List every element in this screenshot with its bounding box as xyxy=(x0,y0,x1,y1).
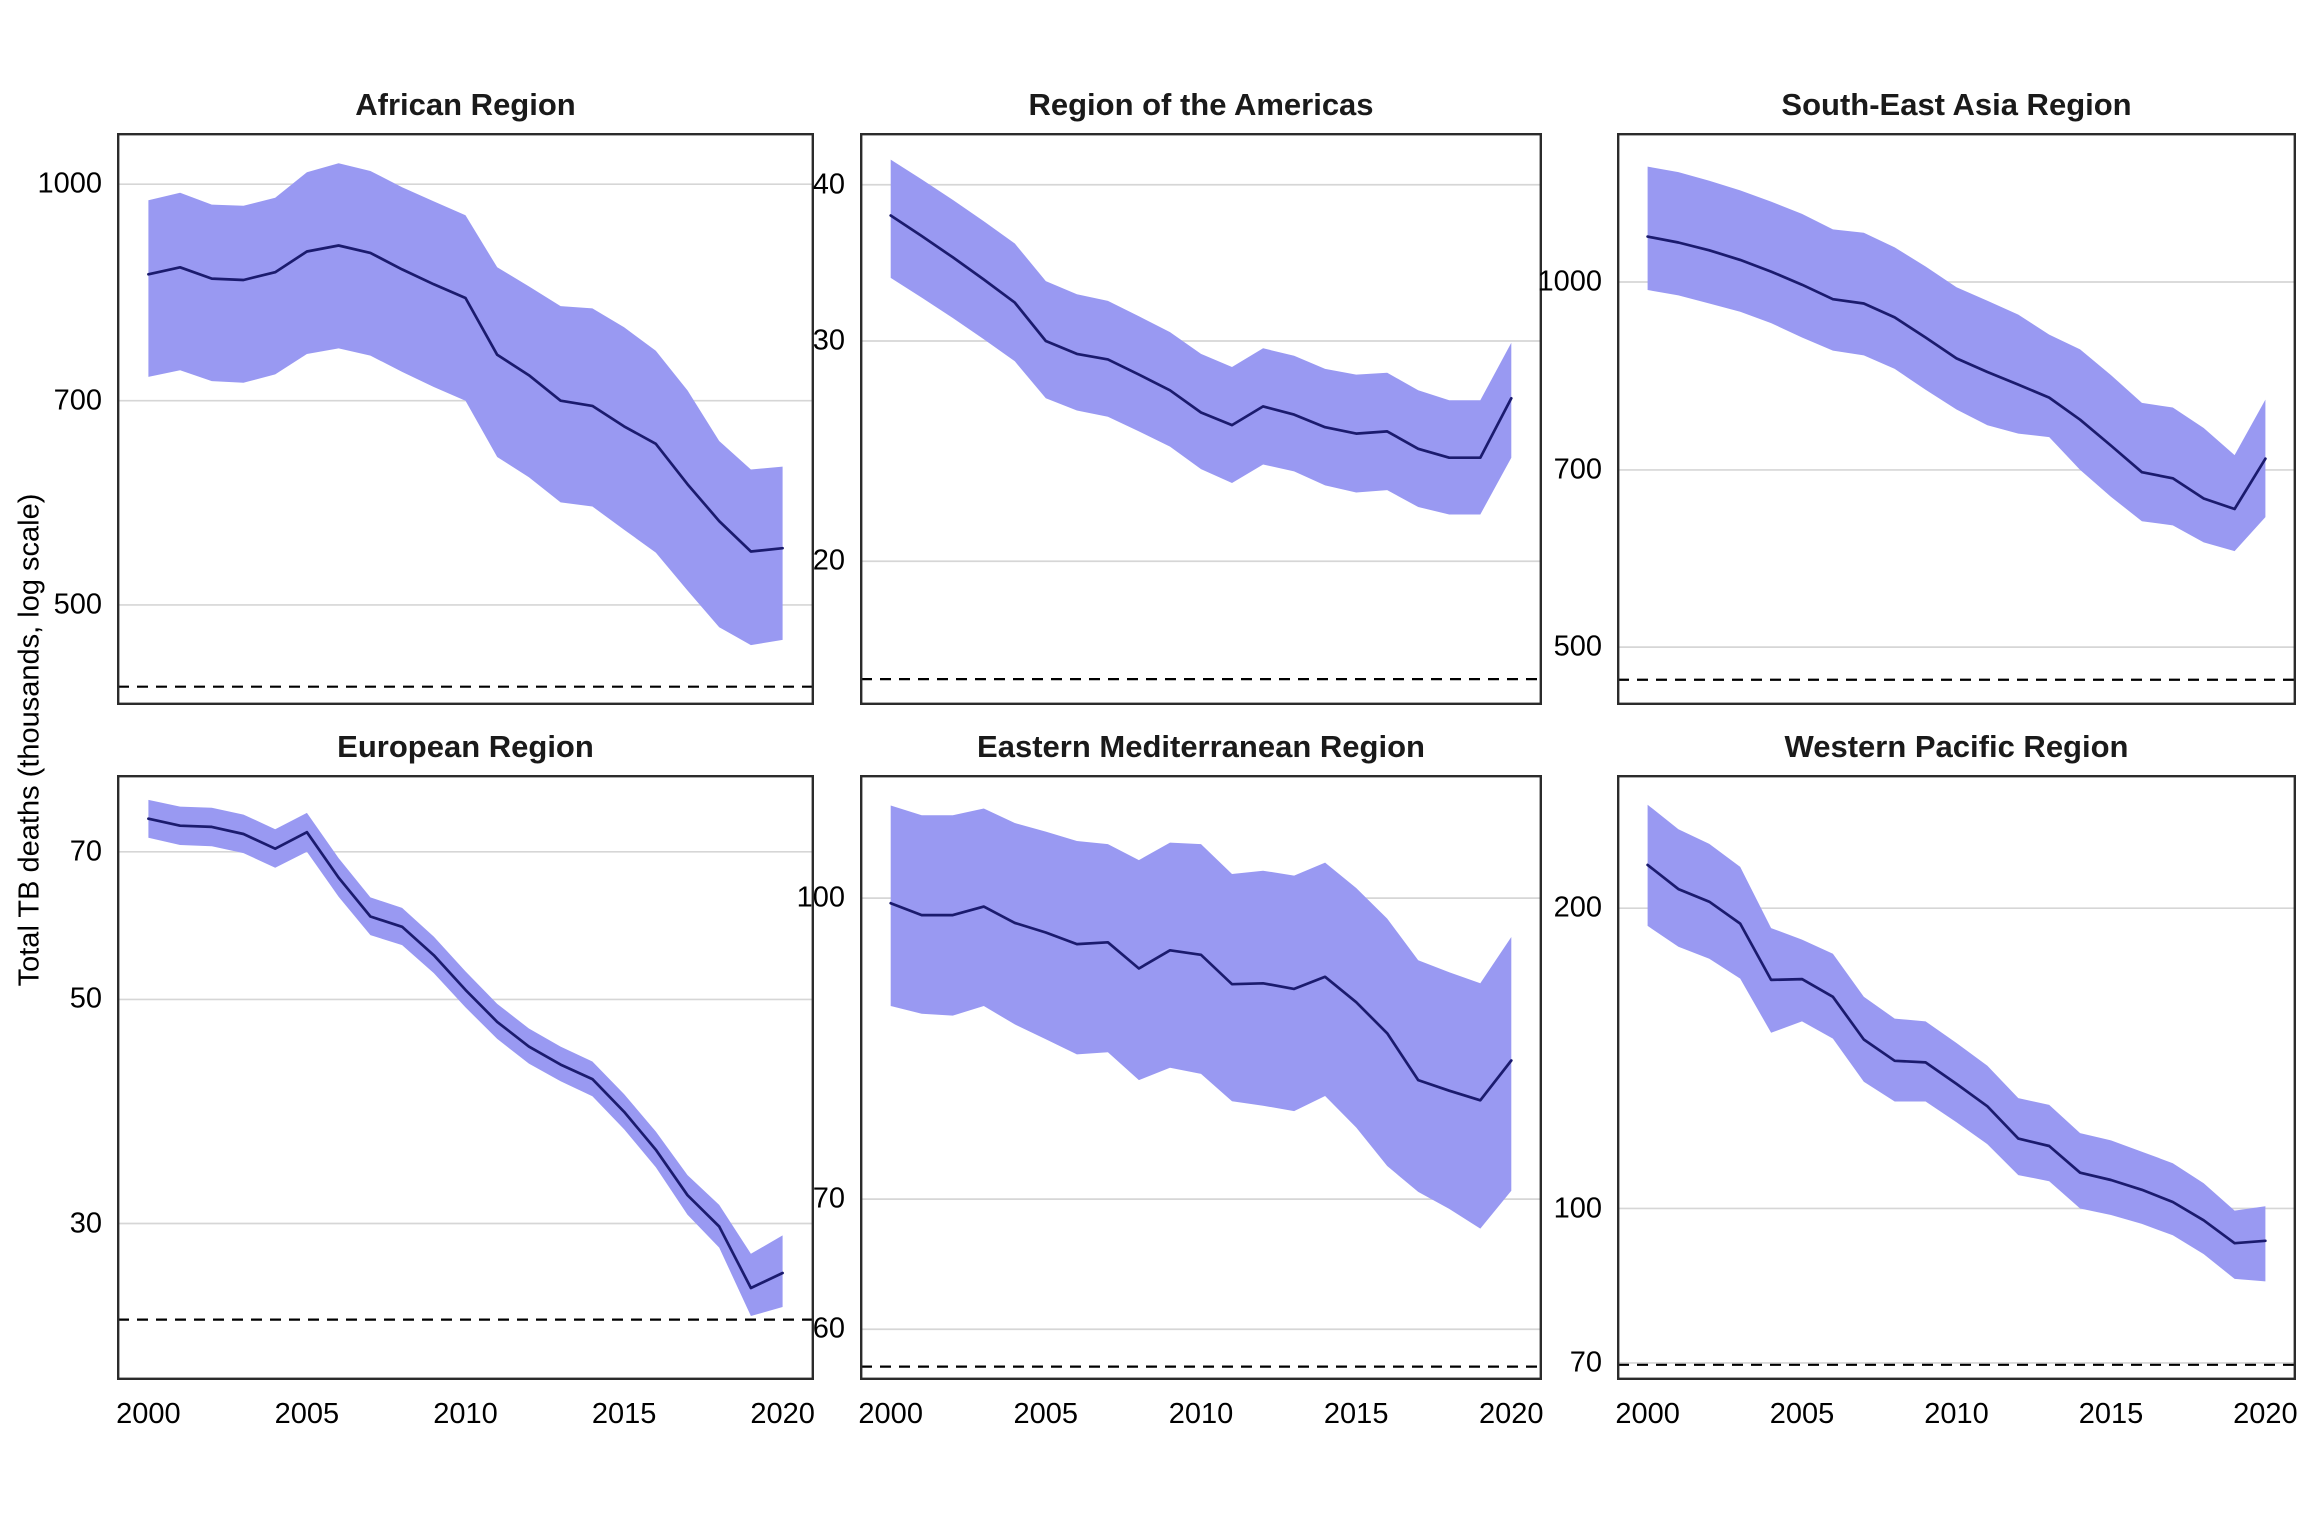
x-tick-label: 2010 xyxy=(433,1398,498,1430)
y-tick-label: 50 xyxy=(69,982,102,1015)
uncertainty-ribbon xyxy=(148,163,783,646)
x-tick-label: 2005 xyxy=(274,1398,340,1430)
x-tick-label: 2005 xyxy=(1769,1398,1835,1430)
y-tick-label: 700 xyxy=(1553,453,1602,486)
uncertainty-ribbon xyxy=(148,799,783,1316)
panel-title: Western Pacific Region xyxy=(1784,729,2129,764)
uncertainty-ribbon xyxy=(890,159,1512,515)
y-tick-label: 500 xyxy=(1553,630,1602,663)
y-tick-label: 40 xyxy=(812,168,845,201)
y-tick-label: 700 xyxy=(53,384,102,417)
panel-title: Region of the Americas xyxy=(1028,87,1374,122)
y-tick-label: 100 xyxy=(1553,1192,1602,1224)
panel-title: South-East Asia Region xyxy=(1781,87,2132,122)
panel-border xyxy=(1617,775,2296,1380)
x-tick-label: 2010 xyxy=(1924,1398,1989,1430)
y-tick-label: 70 xyxy=(812,1182,845,1215)
y-tick-label: 1000 xyxy=(1537,265,1602,298)
panel-title: Eastern Mediterranean Region xyxy=(977,729,1425,764)
panel-border xyxy=(117,133,814,705)
y-axis-title: Total TB deaths (thousands, log scale) xyxy=(13,493,46,987)
y-tick-label: 70 xyxy=(69,835,102,868)
x-tick-label: 2005 xyxy=(1013,1398,1079,1430)
panel-region-of-the-americas: Region of the Americas 40 30 20 xyxy=(813,87,1542,705)
panel-border xyxy=(860,775,1542,1380)
x-tick-label: 2015 xyxy=(591,1398,657,1430)
x-tick-label: 2000 xyxy=(858,1398,923,1430)
x-tick-label: 2020 xyxy=(1479,1398,1544,1430)
x-tick-label: 2015 xyxy=(2078,1398,2144,1430)
plot-area xyxy=(860,133,1542,705)
panel-border xyxy=(117,775,814,1380)
plot-area xyxy=(117,133,814,705)
y-tick-label: 60 xyxy=(812,1312,845,1345)
y-tick-label: 100 xyxy=(796,881,845,914)
x-tick-label: 2000 xyxy=(1615,1398,1680,1430)
uncertainty-ribbon xyxy=(890,805,1512,1229)
y-tick-label: 1000 xyxy=(37,167,102,200)
panel-plot-svg xyxy=(860,775,1542,1380)
plot-area xyxy=(1617,133,2296,705)
estimate-line xyxy=(889,214,1513,460)
estimate-line xyxy=(147,244,784,553)
estimate-line xyxy=(889,901,1513,1102)
x-tick-label: 2020 xyxy=(2233,1398,2298,1430)
y-tick-label: 500 xyxy=(53,588,102,621)
plot-area xyxy=(860,775,1542,1380)
y-tick-label: 30 xyxy=(812,324,845,357)
estimate-line xyxy=(147,817,784,1290)
panel-plot-svg xyxy=(1617,775,2296,1380)
panel-south-east-asia-region: South-East Asia Region 1000 700 500 xyxy=(1537,87,2296,705)
panel-plot-svg xyxy=(1617,133,2296,705)
panel-eastern-mediterranean-region: Eastern Mediterranean Region 100 70 60 2000… xyxy=(797,729,1544,1430)
plot-area xyxy=(1617,775,2296,1380)
estimate-line xyxy=(1646,863,2267,1245)
estimate-line xyxy=(1646,235,2267,511)
x-tick-label: 2010 xyxy=(1168,1398,1234,1430)
panel-border xyxy=(860,133,1542,705)
uncertainty-ribbon xyxy=(1647,804,2266,1282)
y-tick-label: 70 xyxy=(1569,1346,1602,1379)
x-tick-label: 2015 xyxy=(1323,1398,1389,1430)
panel-african-region: African Region 1000 700 500 xyxy=(37,87,814,705)
panel-european-region: European Region 70 50 30 2000 2005 2010 2015 20… xyxy=(70,729,815,1430)
x-tick-label: 2000 xyxy=(116,1398,181,1430)
panel-title: African Region xyxy=(355,87,576,122)
panel-western-pacific-region: Western Pacific Region 200 100 70 2000 2005 2… xyxy=(1554,729,2298,1430)
plot-area xyxy=(117,775,814,1380)
panel-border xyxy=(1617,133,2296,705)
x-tick-label: 2020 xyxy=(750,1398,815,1430)
panel-plot-svg xyxy=(860,133,1542,705)
y-tick-label: 20 xyxy=(812,544,845,577)
panel-title: European Region xyxy=(337,729,594,764)
y-tick-label: 200 xyxy=(1553,891,1602,924)
panel-plot-svg xyxy=(117,133,814,705)
y-tick-label: 30 xyxy=(69,1207,102,1239)
panel-plot-svg xyxy=(117,775,814,1380)
